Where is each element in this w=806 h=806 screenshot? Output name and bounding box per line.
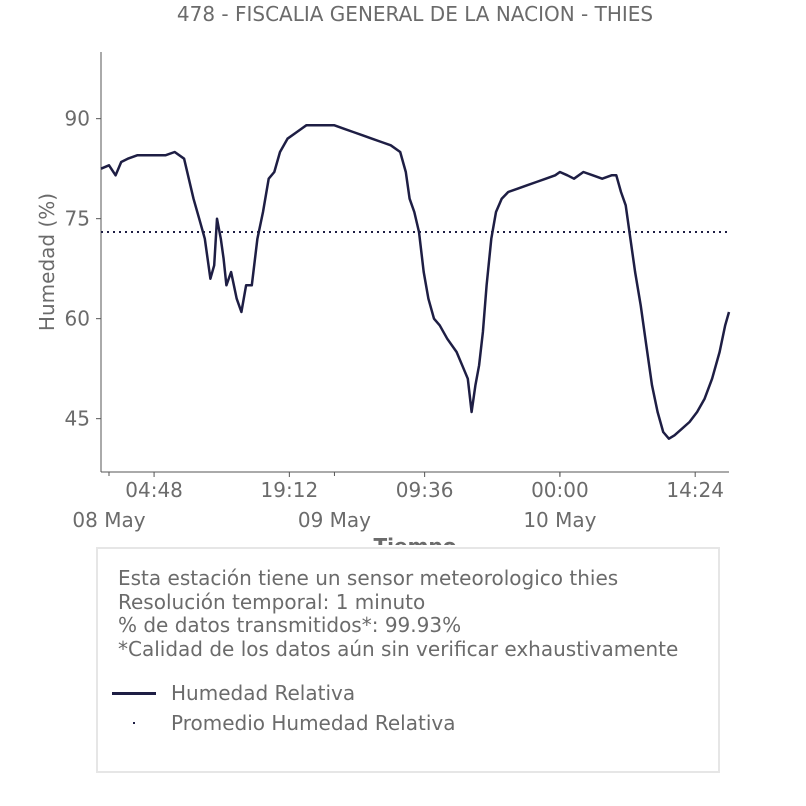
y-axis-label: Humedad (%) — [35, 193, 59, 331]
x-ticks: 04:48 19:12 09:36 00:00 14:24 08 May 09 May 10 … — [72, 472, 724, 532]
x-tick-label: 09:36 — [396, 478, 454, 502]
legend-label-promedio: Promedio Humedad Relativa — [171, 711, 456, 735]
info-line-transmitted: % de datos transmitidos*: 99.93% — [118, 613, 462, 637]
legend-dot-swatch — [112, 711, 156, 735]
info-line-resolution: Resolución temporal: 1 minuto — [118, 589, 426, 614]
chart: 478 - FISCALIA GENERAL DE LA NACION - TH… — [35, 2, 731, 545]
x-tick-label: 00:00 — [531, 478, 589, 502]
y-ticks: 45 60 75 90 — [65, 107, 101, 431]
info-line-sensor: Esta estación tiene un sensor meteorolog… — [118, 566, 619, 590]
y-tick-label: 45 — [65, 407, 90, 431]
legend-item-promedio: Promedio Humedad Relativa — [112, 711, 455, 735]
x-date-label: 10 May — [523, 508, 596, 532]
x-date-label: 09 May — [298, 508, 371, 532]
info-legend-box: Esta estación tiene un sensor meteorolog… — [96, 547, 720, 773]
info-line-quality: *Calidad de los datos aún sin verificar … — [118, 636, 679, 661]
x-tick-label: 19:12 — [261, 478, 319, 502]
x-tick-label: 04:48 — [125, 478, 183, 502]
info-text: Esta estación tiene un sensor meteorolog… — [118, 566, 679, 661]
series-line-humedad — [100, 124, 731, 440]
chart-title: 478 - FISCALIA GENERAL DE LA NACION - TH… — [177, 2, 653, 26]
series-layer — [100, 124, 731, 440]
y-tick-label: 75 — [65, 207, 90, 231]
legend-label-humedad: Humedad Relativa — [171, 681, 356, 705]
y-tick-label: 60 — [65, 307, 90, 331]
x-tick-label: 14:24 — [666, 478, 724, 502]
x-axis-label: Tiempo — [374, 534, 457, 545]
y-tick-label: 90 — [65, 107, 90, 131]
x-date-label: 08 May — [72, 508, 145, 532]
legend-item-humedad: Humedad Relativa — [112, 681, 355, 705]
legend-line-swatch — [112, 681, 156, 705]
